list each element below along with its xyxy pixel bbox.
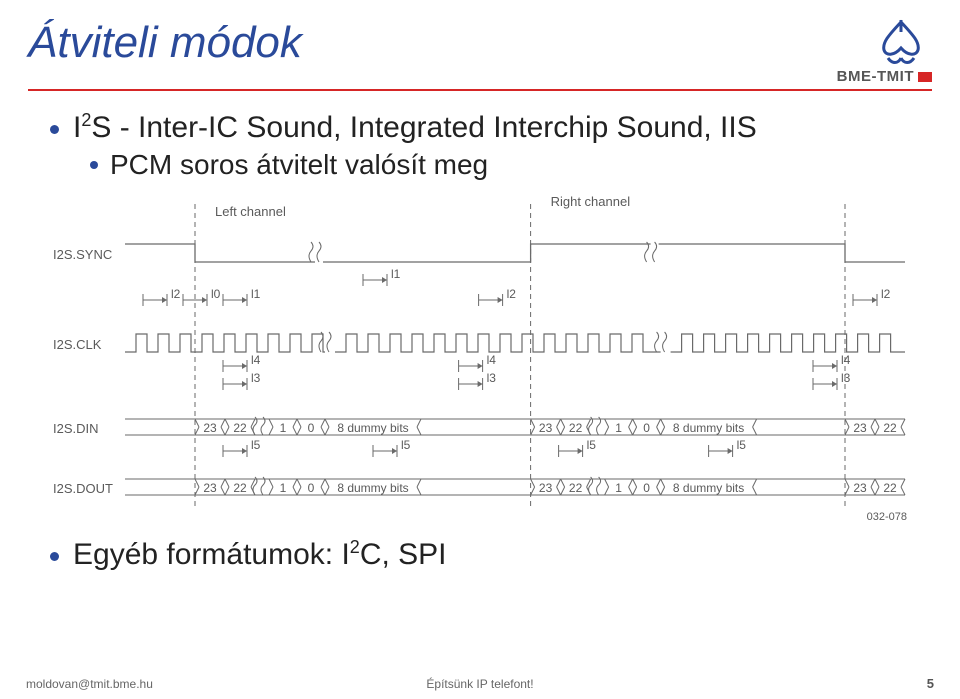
svg-text:l2: l2 xyxy=(171,287,181,301)
svg-text:Right channel: Right channel xyxy=(551,194,631,209)
svg-text:l3: l3 xyxy=(487,371,497,385)
bme-accent-square xyxy=(918,72,932,82)
bullet-1: I2S - Inter-IC Sound, Integrated Interch… xyxy=(50,109,932,147)
svg-text:I2S.DOUT: I2S.DOUT xyxy=(53,481,113,496)
svg-text:I2S.DIN: I2S.DIN xyxy=(53,421,99,436)
svg-text:23: 23 xyxy=(539,421,553,435)
svg-text:1: 1 xyxy=(615,481,622,495)
svg-text:l2: l2 xyxy=(507,287,517,301)
svg-text:22: 22 xyxy=(569,421,583,435)
bullet-1-sub: PCM soros átvitelt valósít meg xyxy=(90,147,932,182)
svg-text:l1: l1 xyxy=(391,267,401,281)
svg-text:0: 0 xyxy=(643,481,650,495)
svg-text:I2S.SYNC: I2S.SYNC xyxy=(53,247,112,262)
svg-text:22: 22 xyxy=(233,421,247,435)
svg-text:l4: l4 xyxy=(487,353,497,367)
svg-text:22: 22 xyxy=(569,481,583,495)
svg-text:l3: l3 xyxy=(841,371,851,385)
svg-text:23: 23 xyxy=(203,481,217,495)
bullet-dot-icon xyxy=(50,125,59,134)
svg-text:032-078: 032-078 xyxy=(867,511,907,523)
bme-logo-icon xyxy=(870,18,932,66)
footer-email: moldovan@tmit.bme.hu xyxy=(26,677,153,691)
svg-text:23: 23 xyxy=(539,481,553,495)
title-rule xyxy=(28,89,932,91)
logo-area: BME-TMIT xyxy=(837,18,932,85)
svg-text:0: 0 xyxy=(308,481,315,495)
footer-page-number: 5 xyxy=(927,676,934,691)
svg-text:8 dummy bits: 8 dummy bits xyxy=(673,481,744,495)
svg-text:l5: l5 xyxy=(587,438,597,452)
svg-text:8 dummy bits: 8 dummy bits xyxy=(673,421,744,435)
footer-center: Építsünk IP telefont! xyxy=(426,677,533,691)
svg-text:l4: l4 xyxy=(251,353,261,367)
svg-text:0: 0 xyxy=(308,421,315,435)
footer: moldovan@tmit.bme.hu Építsünk IP telefon… xyxy=(0,676,960,691)
svg-text:23: 23 xyxy=(853,481,867,495)
svg-text:8 dummy bits: 8 dummy bits xyxy=(337,481,408,495)
svg-text:22: 22 xyxy=(883,481,897,495)
svg-text:0: 0 xyxy=(643,421,650,435)
svg-text:Left channel: Left channel xyxy=(215,204,286,219)
svg-text:8 dummy bits: 8 dummy bits xyxy=(337,421,408,435)
svg-text:l5: l5 xyxy=(401,438,411,452)
svg-text:1: 1 xyxy=(280,421,287,435)
svg-text:I2S.CLK: I2S.CLK xyxy=(53,337,102,352)
bullet-1-text-b: S - Inter-IC Sound, Integrated Interchip… xyxy=(91,111,756,144)
bullet-2: Egyéb formátumok: I2C, SPI xyxy=(50,536,932,574)
bullet-1-sub-text: PCM soros átvitelt valósít meg xyxy=(110,147,488,182)
svg-text:1: 1 xyxy=(615,421,622,435)
svg-text:l4: l4 xyxy=(841,353,851,367)
bullet-2-sup: 2 xyxy=(350,537,360,557)
svg-text:l1: l1 xyxy=(251,287,261,301)
bme-label: BME-TMIT xyxy=(837,68,914,85)
svg-text:l0: l0 xyxy=(211,287,221,301)
svg-text:1: 1 xyxy=(280,481,287,495)
svg-text:l5: l5 xyxy=(251,438,261,452)
svg-text:l3: l3 xyxy=(251,371,261,385)
svg-text:22: 22 xyxy=(883,421,897,435)
bullet-dot-icon xyxy=(50,552,59,561)
svg-text:23: 23 xyxy=(853,421,867,435)
bullet-dot-icon xyxy=(90,161,98,169)
i2s-timing-diagram: Left channel Right channel I2S.SYNC l1 l2 l0 l… xyxy=(45,194,915,524)
bullet-2-text-a: Egyéb formátumok: I xyxy=(73,538,350,571)
svg-text:22: 22 xyxy=(233,481,247,495)
svg-text:l5: l5 xyxy=(737,438,747,452)
bullet-1-sup: 2 xyxy=(81,110,91,130)
svg-text:l2: l2 xyxy=(881,287,891,301)
bullet-2-text-b: C, SPI xyxy=(360,538,447,571)
svg-text:23: 23 xyxy=(203,421,217,435)
slide-title: Átviteli módok xyxy=(28,18,302,68)
